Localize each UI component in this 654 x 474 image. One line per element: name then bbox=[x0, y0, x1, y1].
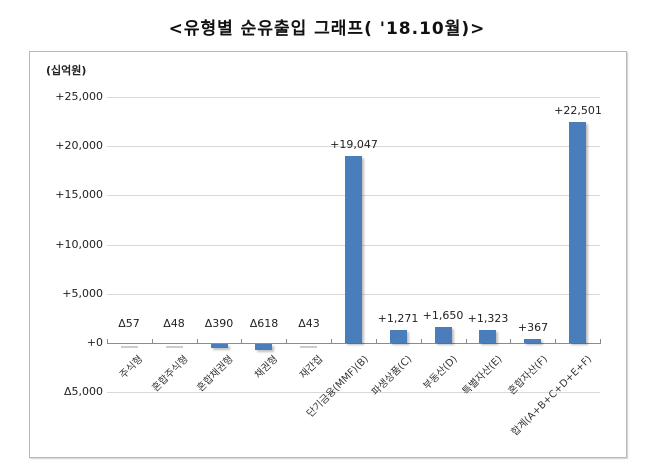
x-tick bbox=[510, 339, 511, 344]
data-label: +1,650 bbox=[422, 309, 464, 322]
data-label: +367 bbox=[517, 321, 549, 334]
x-tick bbox=[241, 339, 242, 344]
data-label: Δ390 bbox=[204, 317, 234, 330]
bar bbox=[255, 344, 272, 350]
data-label: +1,323 bbox=[467, 312, 509, 325]
bar bbox=[569, 122, 586, 343]
bar bbox=[345, 156, 362, 343]
x-tick bbox=[600, 339, 601, 344]
bar bbox=[211, 344, 228, 348]
data-label: Δ618 bbox=[249, 317, 279, 330]
x-tick bbox=[466, 339, 467, 344]
x-axis-line bbox=[107, 343, 600, 344]
y-tick-label: +5,000 bbox=[62, 287, 103, 300]
x-tick bbox=[331, 339, 332, 344]
data-label: +1,271 bbox=[377, 312, 419, 325]
x-tick bbox=[107, 339, 108, 344]
data-label: +19,047 bbox=[330, 138, 378, 151]
bar bbox=[479, 330, 496, 343]
bar bbox=[524, 339, 541, 343]
y-axis-unit-label: (십억원) bbox=[46, 64, 87, 77]
y-tick-label: Δ5,000 bbox=[63, 385, 103, 398]
bar bbox=[390, 330, 407, 343]
data-label: +22,501 bbox=[554, 104, 602, 117]
y-tick-label: +10,000 bbox=[55, 238, 103, 251]
bar bbox=[300, 346, 317, 348]
gridline bbox=[107, 392, 600, 393]
data-label: Δ57 bbox=[118, 317, 140, 330]
y-tick-label: +20,000 bbox=[55, 139, 103, 152]
bar bbox=[166, 346, 183, 348]
gridline bbox=[107, 146, 600, 147]
bar bbox=[435, 327, 452, 343]
y-tick-label: +15,000 bbox=[55, 188, 103, 201]
data-label: Δ48 bbox=[163, 317, 185, 330]
x-tick bbox=[421, 339, 422, 344]
x-tick bbox=[197, 339, 198, 344]
data-label: Δ43 bbox=[298, 317, 320, 330]
x-tick bbox=[376, 339, 377, 344]
gridline bbox=[107, 97, 600, 98]
y-tick-label: +0 bbox=[86, 336, 103, 349]
bar bbox=[121, 346, 138, 348]
x-tick bbox=[286, 339, 287, 344]
chart-frame bbox=[29, 51, 627, 458]
x-tick bbox=[555, 339, 556, 344]
chart-title: <유형별 순유출입 그래프( '18.10월)> bbox=[168, 19, 486, 39]
y-tick-label: +25,000 bbox=[55, 90, 103, 103]
x-tick bbox=[152, 339, 153, 344]
